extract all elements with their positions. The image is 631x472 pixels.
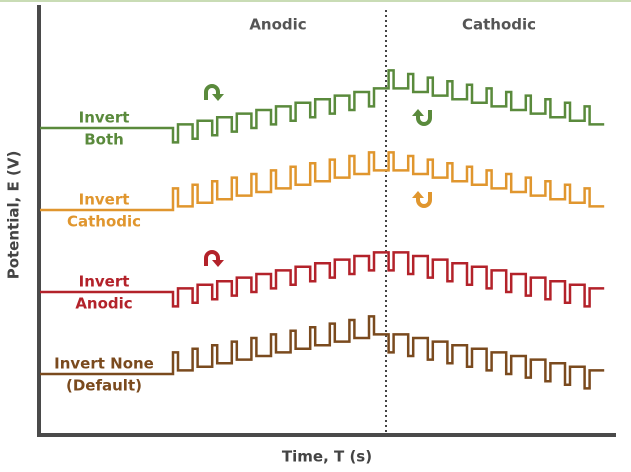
region-label: Anodic (249, 16, 306, 34)
invert-arrow-head (412, 191, 424, 198)
waveform (40, 69, 605, 144)
x-axis-label: Time, T (s) (282, 448, 372, 466)
trace-label: Anodic (75, 295, 132, 313)
invert-arrow-head (212, 94, 224, 101)
trace-label: Invert (79, 109, 130, 127)
invert-arrow (204, 84, 220, 100)
trace-label: (Default) (66, 377, 142, 395)
invert-arrow (416, 192, 432, 208)
waveform (40, 315, 605, 390)
waveform (40, 151, 605, 212)
invert-arrow (416, 110, 432, 126)
trace-label: Both (84, 131, 124, 149)
region-label: Cathodic (462, 16, 536, 34)
waveform (40, 251, 605, 308)
invert-arrow-head (412, 109, 424, 116)
trace-label: Invert (79, 273, 130, 291)
trace-label: Invert None (54, 355, 154, 373)
invert-arrow (204, 250, 220, 266)
invert-arrow-head (212, 260, 224, 267)
trace-label: Cathodic (67, 213, 141, 231)
trace-label: Invert (79, 191, 130, 209)
y-axis-label: Potential, E (V) (5, 151, 23, 280)
